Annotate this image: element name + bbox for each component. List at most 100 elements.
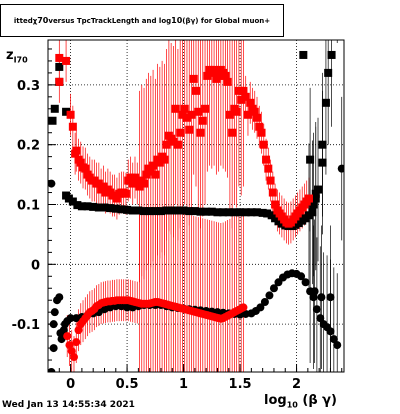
data-point <box>48 116 57 125</box>
data-point <box>169 137 178 146</box>
data-point <box>304 194 313 203</box>
data-point <box>213 208 222 217</box>
data-point <box>140 179 149 188</box>
y-axis-label: zI70 <box>6 48 28 65</box>
data-point <box>48 179 56 188</box>
data-point <box>239 86 248 95</box>
data-point <box>262 155 271 164</box>
data-point <box>187 110 196 119</box>
data-point <box>271 200 280 209</box>
x-tick-label: 2 <box>292 377 301 392</box>
data-point <box>151 207 160 216</box>
data-point <box>223 77 232 86</box>
y-tick-label: 0.3 <box>17 79 40 94</box>
data-point <box>329 335 338 344</box>
data-point <box>327 50 336 59</box>
data-point <box>123 303 132 312</box>
timestamp-footer: Wed Jan 13 14:55:34 2021 <box>2 400 135 410</box>
data-point <box>333 341 342 350</box>
data-point <box>55 62 64 71</box>
y-axis-label-sub: I70 <box>13 55 28 65</box>
data-point <box>239 303 248 312</box>
data-point <box>160 155 169 164</box>
data-point <box>260 298 269 307</box>
data-point <box>77 202 86 211</box>
data-point <box>55 293 64 302</box>
data-point <box>196 207 205 216</box>
data-point <box>202 207 211 216</box>
title-part-4: versus TpcTrackLength and log <box>48 16 172 25</box>
data-point <box>257 128 266 137</box>
data-point <box>171 104 180 113</box>
data-point <box>237 95 246 104</box>
data-point <box>128 179 137 188</box>
data-point <box>50 308 59 317</box>
data-point <box>112 194 121 203</box>
data-point <box>250 107 259 116</box>
data-point <box>121 189 130 198</box>
data-point <box>55 53 64 62</box>
data-point <box>49 344 58 353</box>
data-point <box>173 140 182 149</box>
data-point <box>66 314 75 323</box>
data-point <box>210 65 219 74</box>
y-axis-label-main: z <box>6 48 14 63</box>
data-point <box>255 122 264 131</box>
data-point <box>126 173 135 182</box>
y-tick-label: 0 <box>31 258 40 273</box>
data-point <box>311 194 320 203</box>
data-point <box>173 206 182 215</box>
data-point <box>324 68 333 77</box>
data-point <box>312 305 321 314</box>
data-point <box>89 202 98 211</box>
data-point <box>234 86 243 95</box>
title-part-6: (βγ) for Global muon+ <box>182 16 271 25</box>
data-point <box>253 208 262 217</box>
data-point <box>94 203 103 212</box>
data-point <box>194 107 203 116</box>
data-point <box>317 293 326 302</box>
data-point <box>263 209 272 218</box>
data-point <box>189 74 198 83</box>
data-point <box>176 128 185 137</box>
data-point <box>309 200 318 209</box>
data-point <box>155 158 164 167</box>
data-point <box>72 338 81 347</box>
data-point <box>241 208 250 217</box>
data-point <box>318 158 327 167</box>
data-point <box>73 201 82 210</box>
data-point <box>128 206 137 215</box>
data-point <box>259 140 268 149</box>
x-tick-label: 0.5 <box>116 377 139 392</box>
x-axis-label-tail: (β γ) <box>302 393 337 408</box>
data-point <box>243 110 252 119</box>
data-point <box>236 208 245 217</box>
data-point <box>94 179 103 188</box>
data-point <box>81 164 90 173</box>
data-point <box>55 77 64 86</box>
data-point <box>246 98 255 107</box>
data-point <box>140 207 149 216</box>
data-point <box>179 206 188 215</box>
data-point <box>168 206 177 215</box>
data-point <box>130 173 139 182</box>
data-point <box>162 140 171 149</box>
x-tick-label: 1.5 <box>229 377 252 392</box>
data-point <box>198 116 207 125</box>
title-part-1: itted <box>13 16 33 25</box>
data-point <box>156 207 165 216</box>
data-point <box>192 86 200 95</box>
data-point <box>269 284 278 293</box>
data-point <box>151 170 160 179</box>
data-point <box>62 56 71 65</box>
data-point <box>69 353 78 362</box>
data-point <box>214 71 223 80</box>
data-point <box>299 50 308 59</box>
plot-frame <box>47 39 345 373</box>
data-point <box>68 197 77 206</box>
data-point <box>265 291 274 300</box>
data-point <box>232 107 241 116</box>
data-point <box>230 208 239 217</box>
x-axis-label: log10 (β γ) <box>264 393 337 410</box>
